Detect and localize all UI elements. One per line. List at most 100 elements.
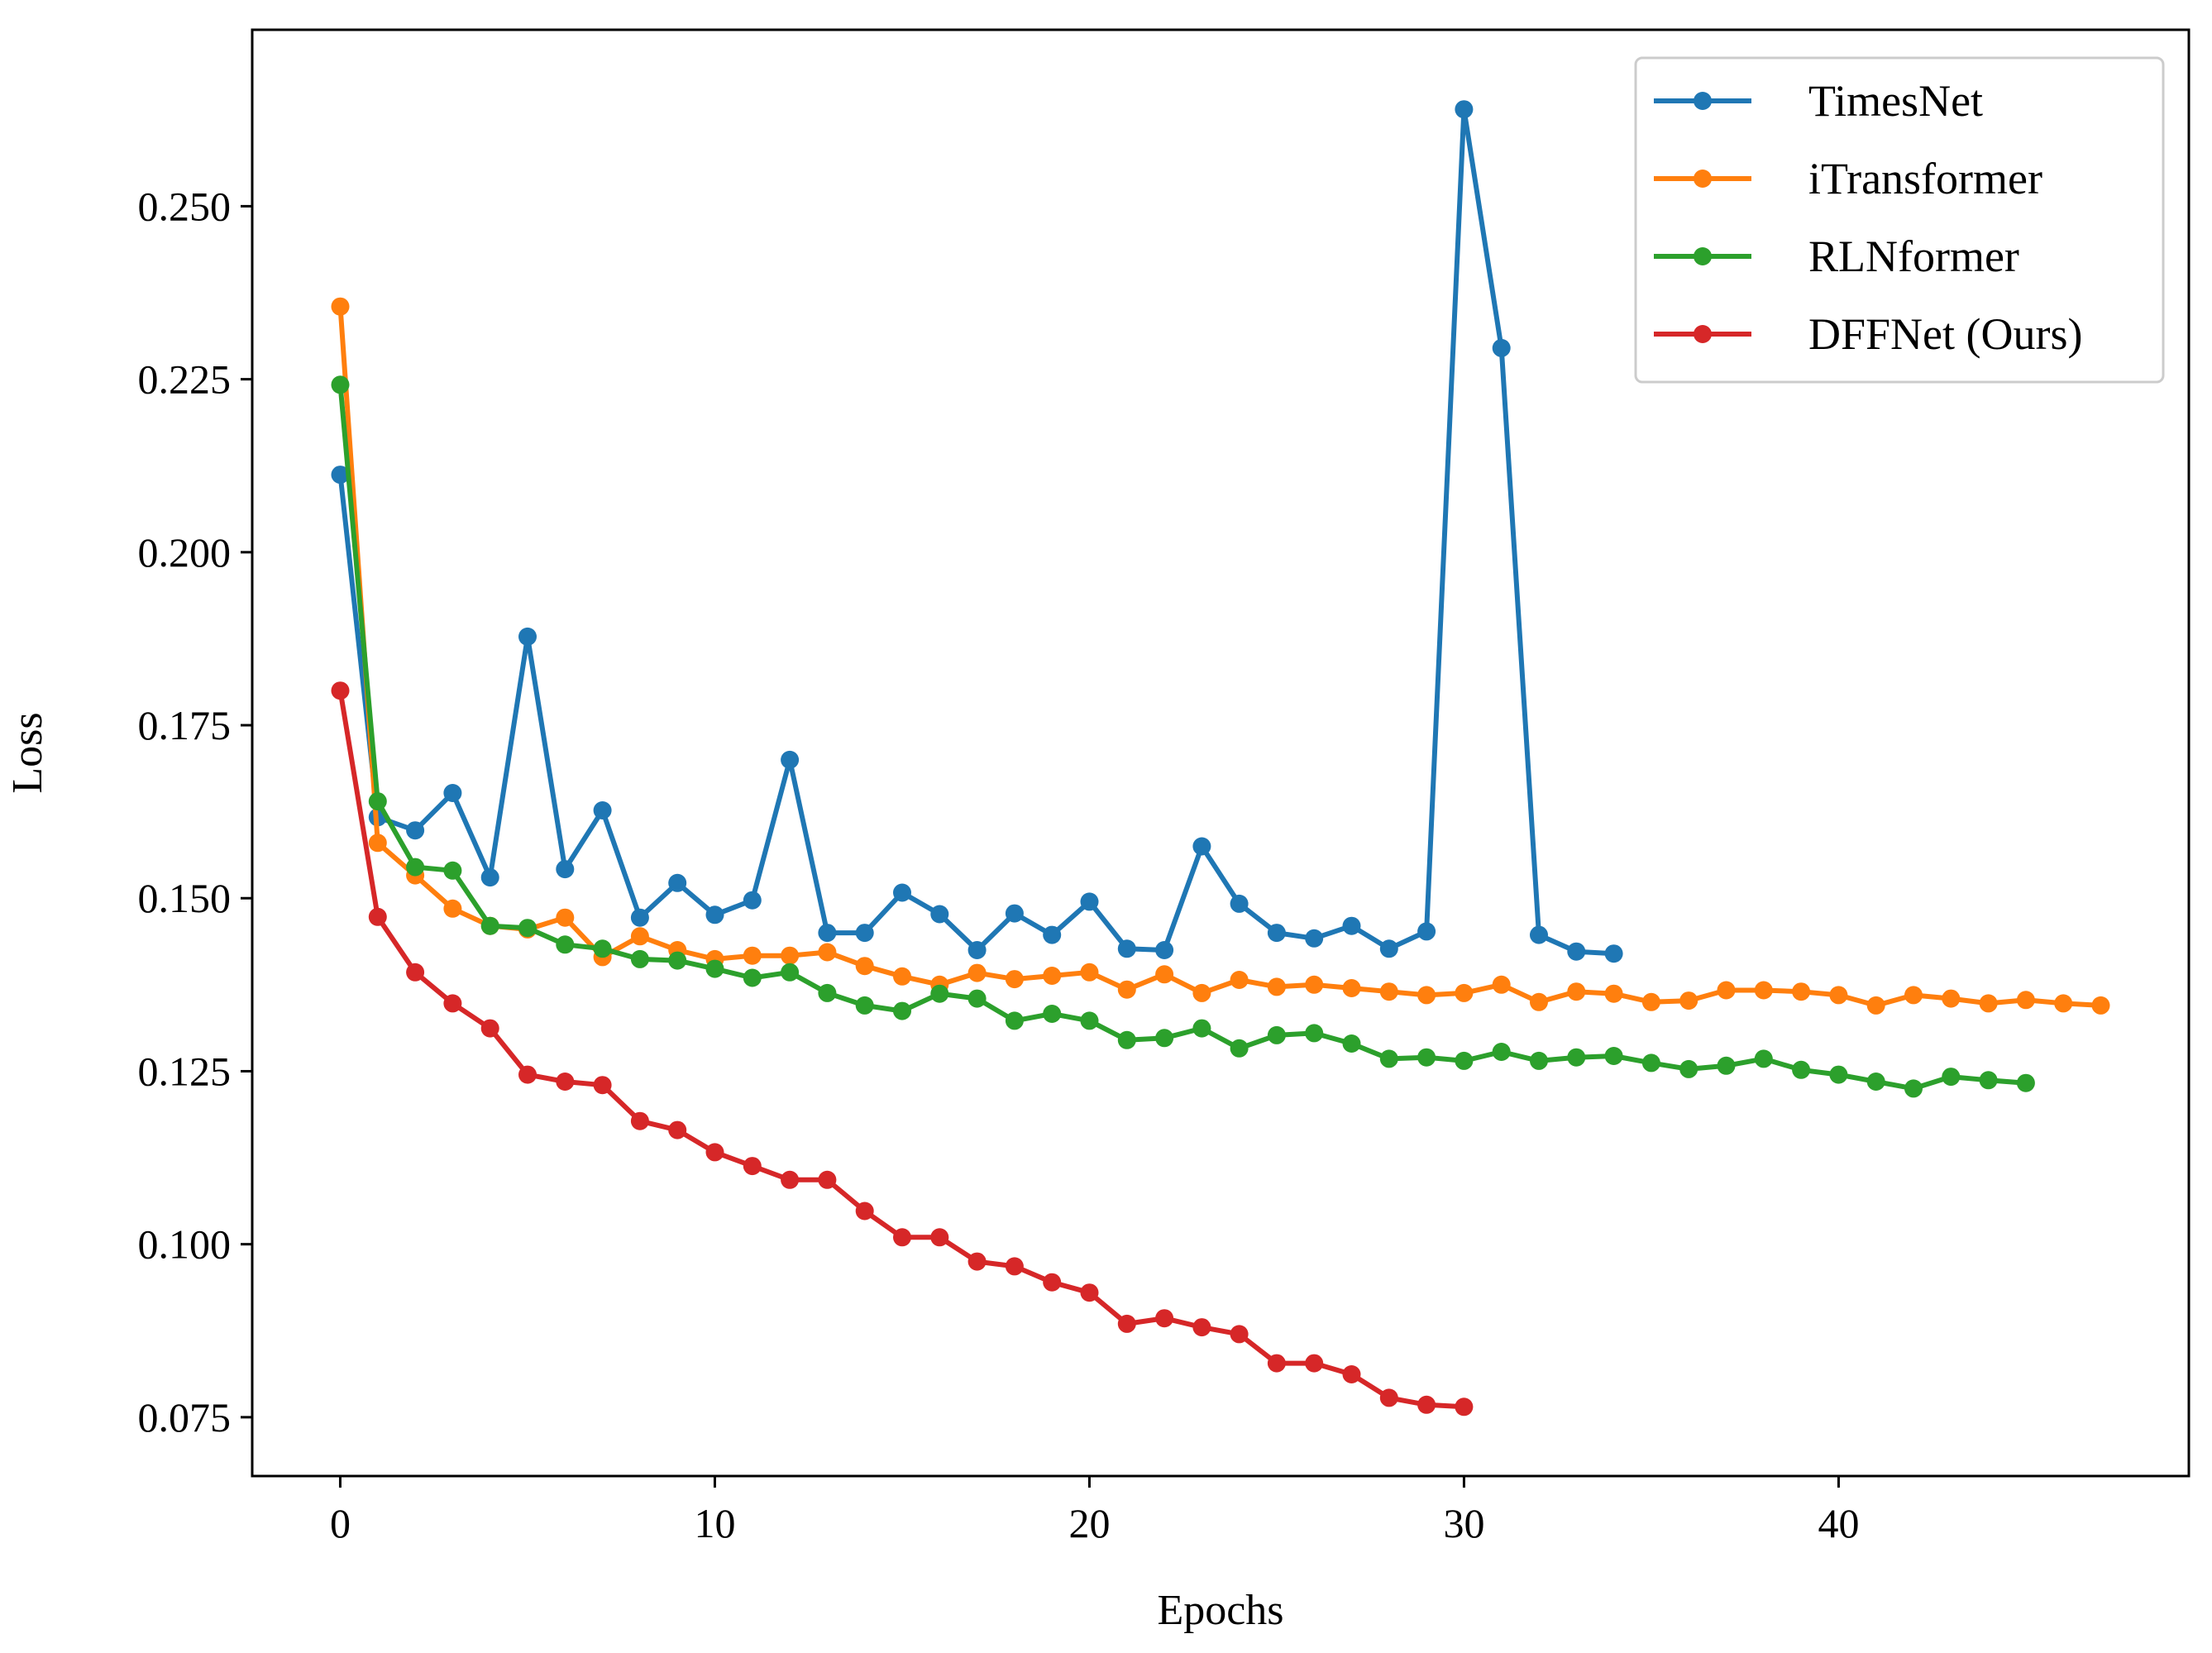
- data-point-dffnet-ours: [556, 1073, 575, 1091]
- y-axis: 0.075 0.100 0.125 0.150 0.175 0.200 0.225 0.250: [138, 183, 252, 1440]
- data-point-dffnet-ours: [1117, 1314, 1136, 1333]
- data-point-dffnet-ours: [368, 907, 387, 926]
- data-point-timesnet: [855, 924, 874, 943]
- data-point-timesnet: [556, 860, 575, 879]
- data-point-itransformer: [1829, 986, 1848, 1005]
- data-point-timesnet: [1043, 925, 1062, 944]
- legend-label: DFFNet (Ours): [1808, 309, 2083, 359]
- data-point-rlnformer: [1530, 1051, 1548, 1070]
- data-point-itransformer: [1305, 975, 1324, 994]
- data-point-rlnformer: [818, 983, 837, 1002]
- data-point-dffnet-ours: [743, 1157, 762, 1176]
- data-point-itransformer: [893, 967, 911, 986]
- data-point-rlnformer: [1492, 1043, 1511, 1061]
- data-point-rlnformer: [480, 916, 499, 935]
- data-point-dffnet-ours: [1379, 1388, 1398, 1407]
- data-point-itransformer: [1717, 981, 1736, 1000]
- data-point-timesnet: [930, 905, 949, 924]
- data-point-dffnet-ours: [1155, 1309, 1174, 1328]
- data-point-rlnformer: [1417, 1048, 1436, 1067]
- data-point-timesnet: [406, 821, 425, 840]
- legend-label: RLNformer: [1808, 232, 2019, 281]
- data-point-itransformer: [2016, 991, 2035, 1010]
- data-point-rlnformer: [1942, 1068, 1961, 1087]
- data-point-timesnet: [1192, 837, 1211, 856]
- data-point-timesnet: [1604, 944, 1623, 963]
- data-point-timesnet: [1005, 904, 1024, 923]
- series-itransformer: [331, 297, 2110, 1015]
- data-point-rlnformer: [1567, 1048, 1586, 1067]
- data-point-itransformer: [368, 834, 387, 853]
- data-point-rlnformer: [1342, 1034, 1361, 1053]
- data-point-dffnet-ours: [818, 1170, 837, 1189]
- data-point-itransformer: [818, 943, 837, 962]
- data-point-rlnformer: [893, 1001, 911, 1020]
- data-point-timesnet: [1305, 929, 1324, 948]
- y-tick-label: 0.225: [138, 356, 232, 403]
- data-point-timesnet: [1417, 922, 1436, 941]
- x-tick-label: 40: [1818, 1500, 1859, 1546]
- data-point-itransformer: [1455, 983, 1474, 1002]
- data-point-dffnet-ours: [443, 994, 462, 1013]
- data-point-itransformer: [1267, 977, 1286, 996]
- series-line-rlnformer: [337, 382, 2028, 1092]
- data-point-timesnet: [743, 891, 762, 910]
- data-point-dffnet-ours: [630, 1111, 649, 1130]
- x-axis: 0 10 20 30 40: [330, 1476, 1859, 1546]
- data-point-timesnet: [1155, 941, 1174, 959]
- data-point-timesnet: [1530, 925, 1548, 944]
- data-point-rlnformer: [1754, 1049, 1773, 1068]
- x-tick-label: 30: [1443, 1500, 1484, 1546]
- data-point-itransformer: [967, 963, 987, 982]
- data-point-rlnformer: [331, 375, 350, 394]
- data-point-dffnet-ours: [893, 1228, 911, 1247]
- data-point-rlnformer: [1267, 1025, 1286, 1044]
- y-tick-label: 0.175: [138, 702, 232, 748]
- data-point-rlnformer: [406, 858, 425, 877]
- data-point-timesnet: [1267, 924, 1286, 943]
- data-point-dffnet-ours: [1005, 1257, 1024, 1276]
- data-point-timesnet: [331, 466, 350, 485]
- legend-entry-timesnet: TimesNet: [1654, 76, 1983, 126]
- data-point-rlnformer: [1604, 1047, 1623, 1065]
- data-point-dffnet-ours: [967, 1252, 987, 1271]
- series-layer: [331, 100, 2110, 1417]
- data-point-itransformer: [1866, 996, 1885, 1015]
- data-point-dffnet-ours: [1455, 1397, 1474, 1417]
- series-dffnet-ours: [331, 681, 1474, 1417]
- data-point-rlnformer: [1155, 1029, 1174, 1048]
- data-point-itransformer: [630, 927, 649, 946]
- data-point-itransformer: [1979, 994, 1998, 1013]
- data-point-rlnformer: [743, 968, 762, 987]
- legend-box: [1634, 56, 2165, 384]
- data-point-itransformer: [1641, 992, 1660, 1011]
- data-point-dffnet-ours: [331, 681, 350, 700]
- data-point-dffnet-ours: [1230, 1325, 1249, 1344]
- data-point-itransformer: [2091, 996, 2110, 1015]
- data-point-itransformer: [1754, 981, 1773, 1000]
- data-point-rlnformer: [1305, 1024, 1324, 1043]
- data-point-rlnformer: [1230, 1039, 1249, 1058]
- data-point-rlnformer: [1080, 1011, 1099, 1030]
- data-point-rlnformer: [368, 792, 387, 811]
- data-point-itransformer: [1567, 982, 1586, 1001]
- data-point-rlnformer: [1192, 1019, 1211, 1038]
- data-point-timesnet: [1117, 939, 1136, 958]
- y-tick-label: 0.200: [138, 529, 232, 576]
- data-point-dffnet-ours: [406, 963, 425, 982]
- data-point-itransformer: [1117, 980, 1136, 999]
- y-tick-label: 0.150: [138, 875, 232, 921]
- data-point-timesnet: [443, 784, 462, 802]
- data-point-timesnet: [668, 873, 687, 892]
- data-point-itransformer: [743, 946, 762, 965]
- data-point-rlnformer: [1679, 1059, 1698, 1078]
- x-tick-label: 0: [330, 1500, 351, 1546]
- x-tick-label: 10: [694, 1500, 735, 1546]
- data-point-rlnformer: [855, 996, 874, 1015]
- data-point-rlnformer: [1117, 1030, 1136, 1049]
- data-point-itransformer: [1904, 986, 1923, 1005]
- data-point-rlnformer: [1904, 1079, 1923, 1098]
- legend-swatch-marker: [1694, 170, 1712, 188]
- data-point-timesnet: [593, 801, 612, 819]
- data-point-rlnformer: [1829, 1065, 1848, 1084]
